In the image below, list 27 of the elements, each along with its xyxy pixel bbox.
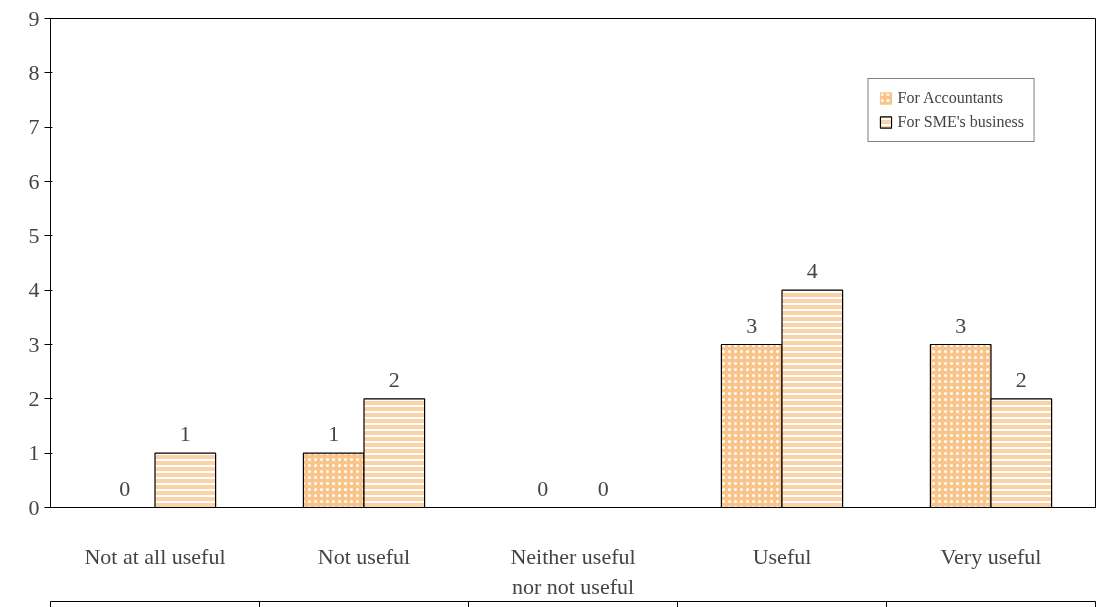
data-label: 2 xyxy=(388,366,400,392)
legend-label: For SME's business xyxy=(897,113,1024,131)
data-label: 0 xyxy=(537,475,549,501)
y-tick-label: 6 xyxy=(28,168,40,194)
data-label: 0 xyxy=(119,475,131,501)
data-label: 2 xyxy=(1015,366,1027,392)
y-tick-label: 0 xyxy=(28,494,40,520)
data-label: 1 xyxy=(179,421,191,447)
x-tick-label: Useful xyxy=(752,543,812,569)
y-tick-label: 3 xyxy=(28,331,40,357)
data-label: 4 xyxy=(806,258,818,284)
y-tick-label: 9 xyxy=(28,5,40,31)
x-tick-label: Not useful xyxy=(317,543,411,569)
x-tick-label: Very useful xyxy=(940,543,1042,569)
y-tick-label: 5 xyxy=(28,222,40,248)
data-label: 0 xyxy=(597,475,609,501)
legend-label: For Accountants xyxy=(897,89,1003,107)
data-label: 1 xyxy=(328,421,340,447)
y-tick-label: 4 xyxy=(28,277,40,303)
y-tick-label: 8 xyxy=(28,59,40,85)
data-label: 3 xyxy=(955,312,967,338)
x-tick-label: Not at all useful xyxy=(84,543,226,569)
data-label: 3 xyxy=(746,312,758,338)
y-tick-label: 2 xyxy=(28,385,40,411)
y-tick-label: 7 xyxy=(28,114,40,140)
y-tick-label: 1 xyxy=(28,440,40,466)
x-tick-label: Neither useful nor not useful xyxy=(510,543,636,599)
